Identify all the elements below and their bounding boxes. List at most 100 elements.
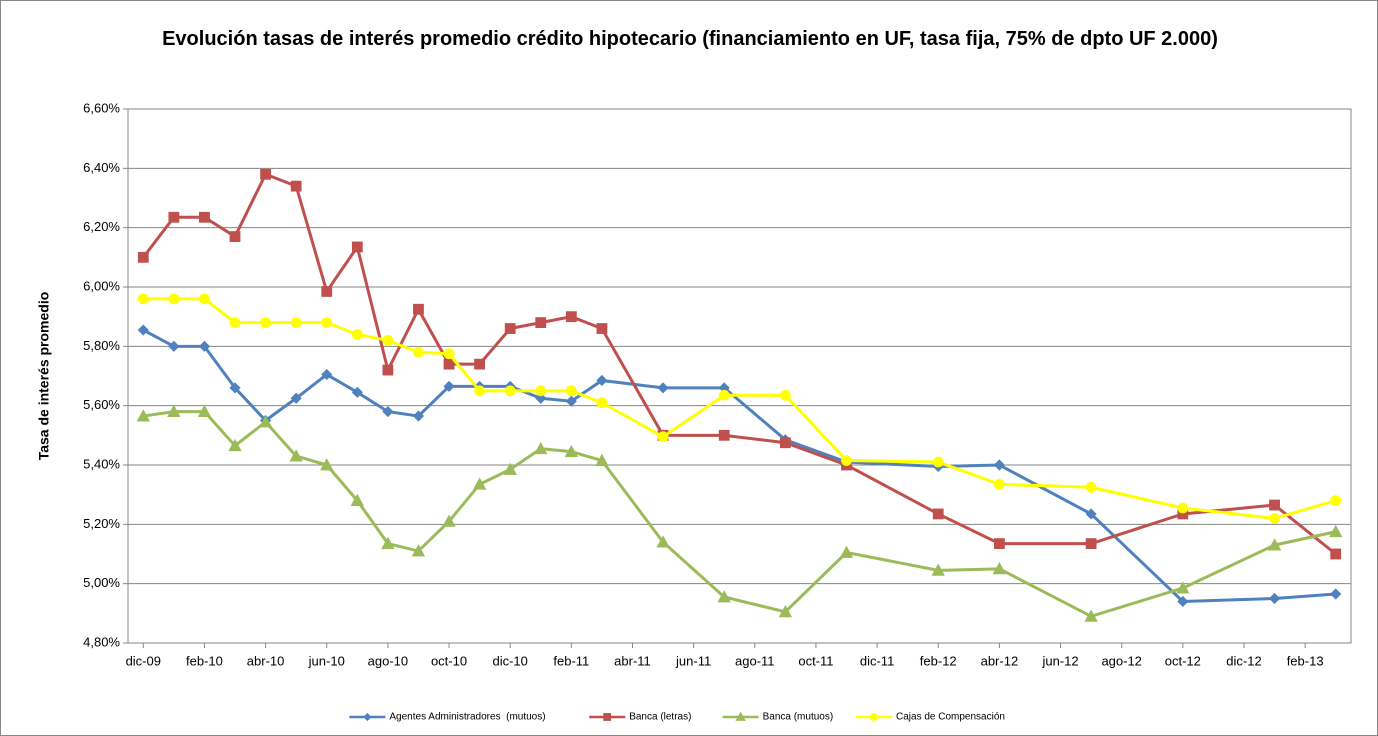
marker: [932, 456, 944, 468]
marker: [1330, 548, 1342, 560]
marker: [565, 311, 577, 323]
marker: [656, 535, 670, 548]
marker: [474, 385, 486, 397]
marker: [381, 536, 395, 550]
marker: [504, 323, 516, 334]
marker: [260, 317, 271, 329]
marker: [1330, 588, 1342, 600]
x-tick-label: oct-12: [1165, 653, 1201, 668]
marker: [839, 545, 854, 558]
marker: [657, 382, 669, 394]
marker: [1085, 508, 1097, 520]
marker: [442, 514, 456, 527]
marker: [290, 392, 302, 404]
marker: [474, 358, 486, 370]
y-tick-label: 6,60%: [83, 100, 120, 115]
marker: [443, 358, 455, 370]
marker: [993, 538, 1005, 550]
marker: [503, 462, 517, 475]
plot-area: [127, 108, 1352, 644]
marker: [136, 409, 150, 422]
marker: [841, 455, 852, 466]
marker: [779, 389, 791, 401]
series-line: [143, 410, 1337, 618]
x-tick-label: dic-12: [1226, 653, 1261, 668]
marker: [1176, 581, 1190, 594]
x-tick-label: ago-11: [735, 653, 775, 668]
x-tick-label: dic-09: [126, 653, 161, 668]
marker: [443, 380, 455, 392]
x-tick-label: feb-13: [1287, 653, 1324, 668]
marker: [993, 478, 1005, 490]
marker: [320, 458, 334, 471]
x-tick-label: jun-12: [1041, 653, 1078, 668]
marker: [413, 346, 424, 358]
marker: [596, 397, 608, 409]
marker: [137, 293, 149, 305]
marker: [1268, 592, 1281, 605]
series-line: [142, 172, 1337, 556]
marker: [167, 404, 181, 418]
marker: [564, 444, 579, 458]
x-tick-label: jun-11: [675, 653, 711, 668]
marker: [229, 317, 241, 329]
x-tick-label: ago-10: [368, 653, 408, 668]
y-tick-label: 6,40%: [83, 160, 120, 175]
marker: [289, 449, 303, 462]
marker: [535, 317, 547, 329]
x-tick-label: ago-12: [1101, 653, 1141, 668]
marker: [443, 348, 455, 360]
legend-label: Banca (letras): [629, 712, 691, 723]
x-tick-label: jun-10: [308, 653, 345, 668]
marker: [198, 340, 211, 352]
marker: [931, 563, 945, 576]
marker: [351, 386, 363, 398]
marker: [411, 544, 426, 557]
marker: [199, 211, 210, 223]
marker: [382, 334, 394, 346]
chart-title: Evolución tasas de interés promedio créd…: [162, 28, 1218, 50]
marker: [1085, 481, 1097, 493]
marker: [603, 713, 612, 721]
series: [137, 293, 1342, 524]
y-tick-label: 6,20%: [83, 219, 120, 234]
legend-label: Banca (mutuos): [763, 712, 834, 723]
marker: [779, 437, 791, 449]
marker: [199, 293, 210, 305]
x-tick-label: oct-10: [431, 653, 467, 668]
marker: [718, 389, 730, 401]
marker: [717, 590, 731, 603]
marker: [290, 317, 302, 329]
marker: [1330, 495, 1342, 507]
marker: [535, 385, 547, 397]
marker: [657, 431, 669, 443]
marker: [1269, 513, 1280, 524]
marker: [229, 382, 241, 394]
marker: [565, 385, 577, 397]
marker: [1177, 502, 1189, 514]
marker: [535, 392, 547, 404]
y-tick-label: 5,40%: [83, 456, 120, 471]
y-tick-label: 5,60%: [83, 397, 120, 412]
x-tick-label: abr-12: [981, 653, 1019, 668]
y-tick-label: 6,00%: [83, 278, 120, 293]
y-tick-label: 5,20%: [83, 516, 120, 531]
x-tick-label: oct-11: [798, 653, 833, 668]
x-tick-label: feb-12: [920, 653, 957, 668]
x-tick-label: abr-11: [614, 653, 651, 668]
x-tick-label: abr-10: [247, 653, 285, 668]
legend: Agentes Administradores (mutuos) Banca (l…: [349, 712, 1005, 723]
marker: [363, 712, 372, 722]
marker: [229, 231, 241, 242]
marker: [870, 713, 878, 721]
marker: [260, 168, 271, 180]
x-tick-label: feb-10: [186, 653, 223, 668]
y-tick-label: 5,00%: [83, 575, 120, 590]
marker: [565, 395, 577, 407]
marker: [932, 508, 944, 520]
marker: [228, 438, 242, 452]
series-line: [142, 328, 1336, 603]
marker: [596, 374, 608, 387]
marker: [168, 293, 180, 305]
